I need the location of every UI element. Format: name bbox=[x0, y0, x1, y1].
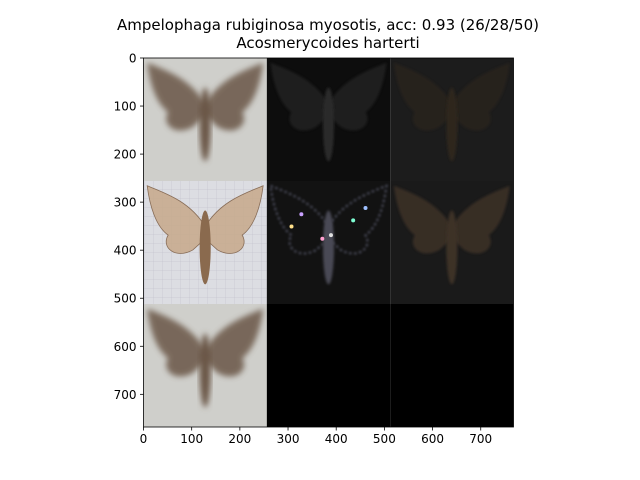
y-tick-label: 500 bbox=[114, 292, 137, 306]
x-tick-label: 100 bbox=[180, 432, 203, 446]
image-tiles bbox=[143, 58, 514, 427]
image-tile-r0-c1 bbox=[266, 58, 391, 181]
x-tick-label: 300 bbox=[277, 432, 300, 446]
plot-frame bbox=[143, 57, 514, 428]
x-tick-label: 200 bbox=[228, 432, 251, 446]
y-tick-label: 700 bbox=[114, 388, 137, 402]
image-tile-r2-c2 bbox=[390, 304, 514, 427]
y-tick-label: 100 bbox=[114, 100, 137, 114]
x-tick-label: 400 bbox=[325, 432, 348, 446]
y-tick-label: 0 bbox=[129, 52, 137, 66]
x-tick-label: 0 bbox=[140, 432, 148, 446]
image-tile-r1-c1 bbox=[266, 181, 391, 304]
image-tile-r0-c0 bbox=[143, 58, 267, 181]
y-tick-label: 400 bbox=[114, 244, 137, 258]
x-tick-label: 700 bbox=[469, 432, 492, 446]
image-tile-r2-c1 bbox=[266, 304, 391, 427]
image-tile-r0-c2 bbox=[390, 58, 514, 181]
image-tile-r2-c0 bbox=[143, 304, 267, 427]
x-tick-label: 500 bbox=[373, 432, 396, 446]
y-tick-label: 300 bbox=[114, 196, 137, 210]
y-tick-label: 200 bbox=[114, 148, 137, 162]
chart-subtitle: Acosmerycoides harterti bbox=[236, 34, 420, 52]
x-tick-label: 600 bbox=[421, 432, 444, 446]
axes: 0 100 200 300 400 500 600 700 0 100 200 300 400 500 60… bbox=[114, 52, 514, 446]
image-tile-r1-c0 bbox=[143, 181, 267, 304]
y-tick-label: 600 bbox=[114, 340, 137, 354]
chart-title: Ampelophaga rubiginosa myosotis, acc: 0.… bbox=[117, 16, 539, 34]
image-tile-r1-c2 bbox=[390, 181, 514, 304]
